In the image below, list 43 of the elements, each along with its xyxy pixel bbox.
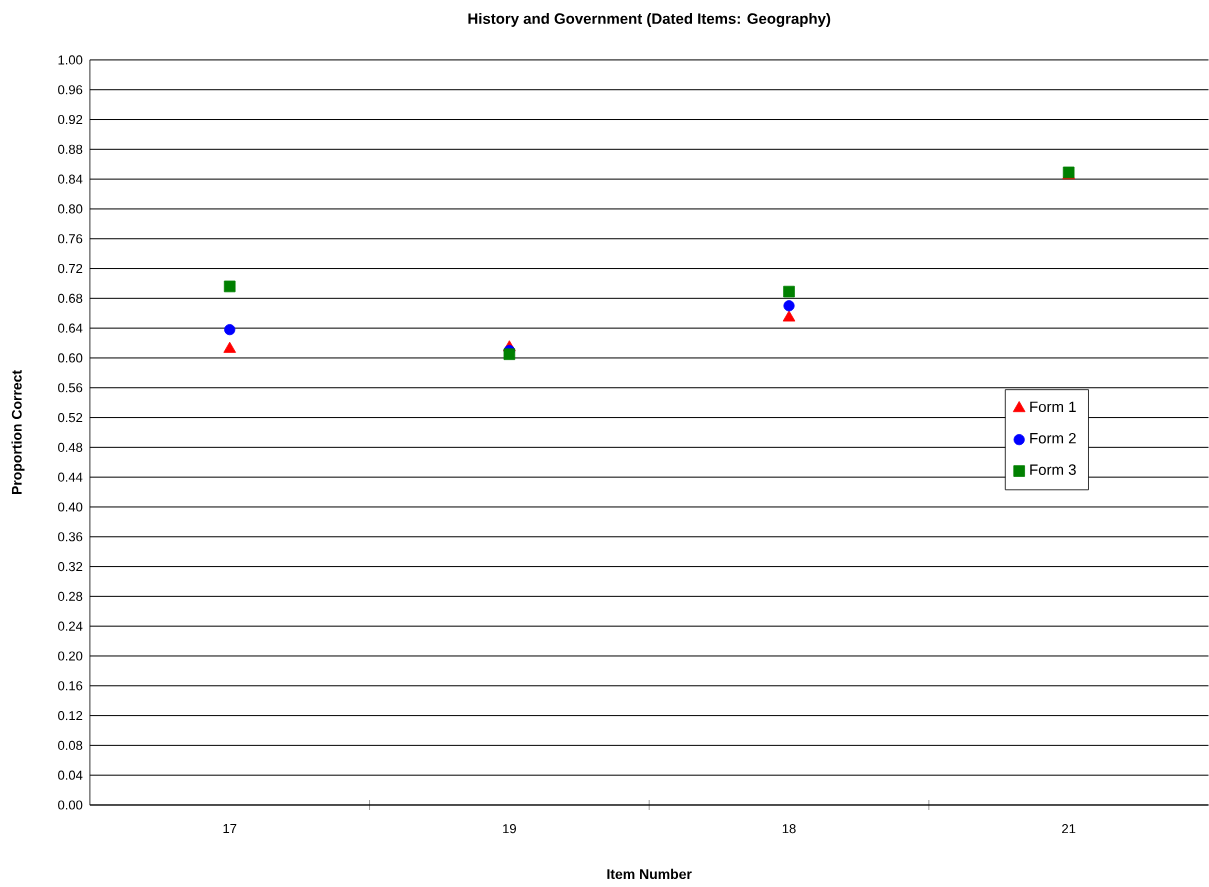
y-tick-label: 0.56 [58, 383, 83, 393]
point [782, 310, 796, 322]
y-tick-label: 0.32 [58, 562, 83, 572]
y-tick-label: 0.16 [58, 681, 83, 691]
point [223, 341, 236, 353]
point [503, 348, 516, 361]
y-tick-label: 0.96 [58, 85, 83, 95]
y-tick-label: 0.60 [58, 353, 83, 363]
y-tick-label: 0.72 [58, 264, 83, 274]
point [223, 280, 236, 293]
y-tick-label: 0.80 [58, 204, 83, 214]
point [783, 300, 795, 312]
y-tick-label: 0.08 [58, 740, 83, 751]
y-tick-label: 0.04 [58, 770, 83, 780]
y-tick-label: 0.44 [58, 472, 83, 482]
point [783, 285, 795, 298]
y-tick-label: 0.12 [58, 711, 83, 721]
x-tick-label: 19 [503, 824, 516, 834]
y-tick-label: 0.28 [58, 591, 83, 602]
point [224, 324, 236, 336]
y-tick-label: 0.84 [58, 174, 83, 184]
y-tick-label: 0.24 [58, 621, 83, 631]
y-tick-label: 0.52 [58, 413, 83, 423]
x-tick-label: 21 [1062, 824, 1076, 834]
y-tick-label: 0.00 [58, 800, 83, 810]
y-tick-label: 1.00 [58, 55, 83, 65]
legend-label: Form 2 [1030, 432, 1076, 444]
x-tick-label: 18 [782, 824, 796, 834]
y-tick-label: 0.76 [58, 234, 83, 244]
y-tick-label: 0.68 [58, 293, 83, 303]
y-tick-label: 0.36 [58, 532, 83, 542]
y-tick-label: 0.20 [58, 651, 83, 661]
x-axis-title: Item Number [607, 868, 692, 880]
legend-label: Form 1 [1030, 401, 1076, 413]
y-tick-label: 0.48 [58, 442, 83, 452]
y-axis-title: Proportion Correct [11, 370, 25, 495]
chart-title: History and Government (Dated Items: Geography) [468, 13, 831, 28]
x-tick-label: 17 [223, 824, 237, 834]
y-tick-label: 0.40 [58, 502, 83, 512]
y-tick-label: 0.64 [58, 323, 83, 333]
y-tick-label: 0.88 [58, 144, 83, 154]
y-tick-label: 0.92 [58, 114, 83, 125]
legend-label: Form 3 [1030, 464, 1076, 476]
